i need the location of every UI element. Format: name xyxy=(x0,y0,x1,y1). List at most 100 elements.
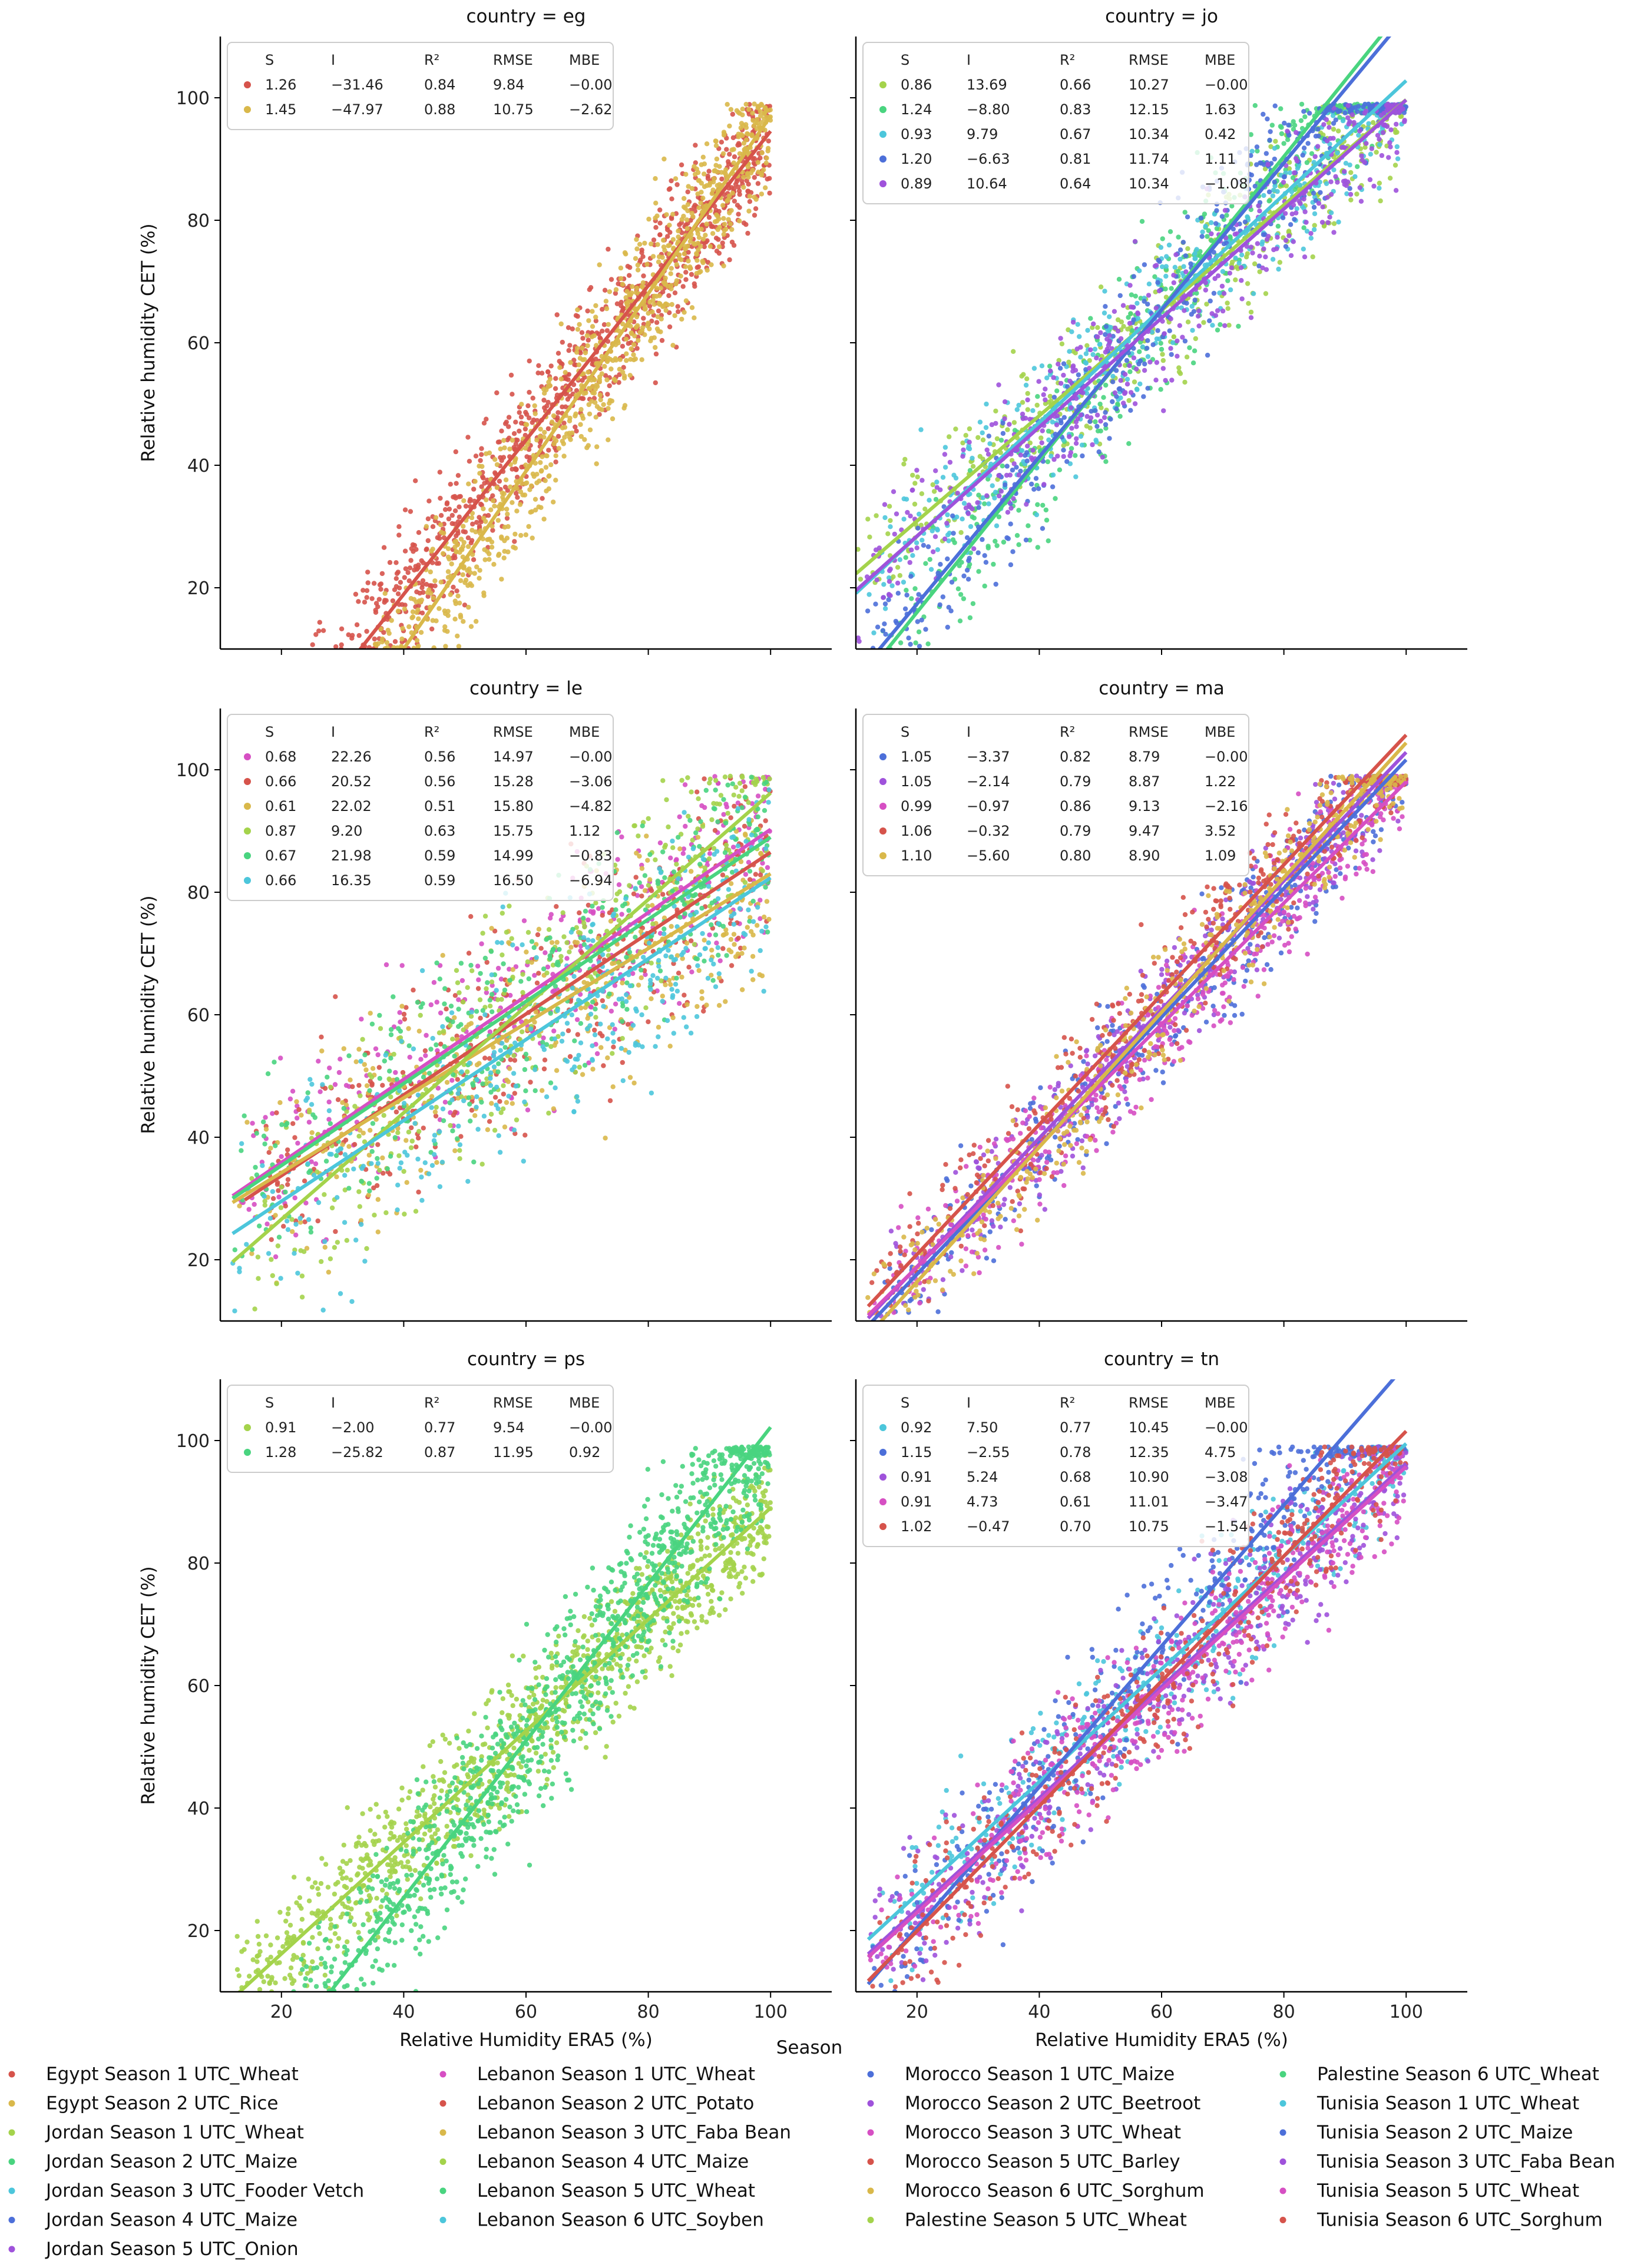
data-point xyxy=(731,243,737,248)
data-point xyxy=(682,251,687,257)
data-point xyxy=(1348,191,1354,197)
data-point xyxy=(530,395,535,401)
data-point xyxy=(653,176,658,181)
data-point xyxy=(1243,254,1249,260)
data-point xyxy=(996,473,1001,478)
data-point xyxy=(692,241,697,247)
data-point xyxy=(918,427,924,432)
data-point xyxy=(457,514,462,519)
data-point xyxy=(961,596,967,601)
data-point xyxy=(1188,261,1193,267)
data-point xyxy=(676,309,681,314)
data-point xyxy=(487,1119,492,1124)
data-point xyxy=(684,226,690,231)
data-point xyxy=(933,468,938,474)
data-point xyxy=(908,641,913,647)
data-point xyxy=(1307,111,1312,116)
data-point xyxy=(763,185,768,190)
regression-lines xyxy=(856,37,1408,649)
data-point xyxy=(586,337,591,343)
data-point xyxy=(1195,313,1201,319)
data-point xyxy=(1087,358,1092,363)
data-point xyxy=(313,1161,319,1167)
data-point xyxy=(461,619,466,624)
data-point xyxy=(1094,355,1099,360)
data-point xyxy=(362,600,368,605)
data-point xyxy=(1069,405,1074,410)
stats-header: I xyxy=(331,52,335,68)
data-point xyxy=(539,468,544,474)
data-point xyxy=(425,590,431,595)
data-point xyxy=(579,396,585,401)
data-point xyxy=(1000,431,1006,436)
data-point xyxy=(743,101,749,107)
panel-title: country = le xyxy=(469,678,583,699)
data-point xyxy=(422,1048,428,1054)
data-point xyxy=(935,527,940,533)
data-point xyxy=(532,496,538,502)
data-point xyxy=(1112,390,1118,396)
data-point xyxy=(966,502,972,508)
data-point xyxy=(1281,180,1286,185)
data-point xyxy=(620,306,626,311)
data-point xyxy=(1145,302,1150,307)
data-point xyxy=(927,498,932,503)
data-point xyxy=(960,453,965,459)
data-point xyxy=(1285,128,1290,134)
data-point xyxy=(955,586,961,591)
data-point xyxy=(1263,254,1268,260)
data-point xyxy=(602,363,607,369)
data-point xyxy=(681,204,687,210)
data-point xyxy=(512,539,517,544)
data-point xyxy=(402,548,408,554)
stats-box-frame xyxy=(862,42,1249,204)
data-point xyxy=(1128,390,1134,395)
data-point xyxy=(562,435,567,440)
data-point xyxy=(587,411,593,417)
data-point xyxy=(1008,505,1014,511)
data-point xyxy=(590,910,596,916)
y-tick-label: 40 xyxy=(187,456,210,476)
data-point xyxy=(604,306,610,312)
data-point xyxy=(1294,158,1299,164)
data-point xyxy=(302,1219,307,1224)
data-point xyxy=(690,214,696,219)
data-point xyxy=(617,357,623,362)
data-point xyxy=(1294,130,1299,135)
data-point xyxy=(444,500,450,505)
data-point xyxy=(1298,118,1304,123)
data-point xyxy=(1394,121,1399,127)
data-point xyxy=(696,235,702,240)
data-point xyxy=(477,575,482,581)
data-point xyxy=(1034,512,1040,518)
data-point xyxy=(461,539,467,545)
data-point xyxy=(1126,441,1132,446)
data-point xyxy=(659,316,664,322)
data-point xyxy=(953,426,958,432)
data-point xyxy=(945,532,951,538)
data-point xyxy=(1101,395,1106,400)
data-point xyxy=(1338,108,1343,114)
regression-line xyxy=(401,115,772,649)
data-point xyxy=(383,962,389,968)
data-point xyxy=(742,784,748,789)
data-point xyxy=(246,1207,252,1212)
data-point xyxy=(1176,365,1182,370)
data-point xyxy=(904,588,909,593)
data-point xyxy=(683,277,689,282)
data-point xyxy=(457,504,462,509)
data-point xyxy=(674,857,679,862)
data-point xyxy=(482,1055,488,1061)
data-point xyxy=(551,988,557,994)
data-point xyxy=(752,155,757,161)
data-point xyxy=(1393,188,1399,193)
data-point xyxy=(266,1150,272,1155)
data-point xyxy=(379,571,385,577)
data-point xyxy=(1355,109,1360,114)
data-point xyxy=(554,939,560,945)
data-point xyxy=(620,343,626,349)
data-point xyxy=(535,370,541,376)
data-point xyxy=(458,537,464,542)
data-point xyxy=(1340,118,1346,124)
data-point xyxy=(639,250,644,256)
